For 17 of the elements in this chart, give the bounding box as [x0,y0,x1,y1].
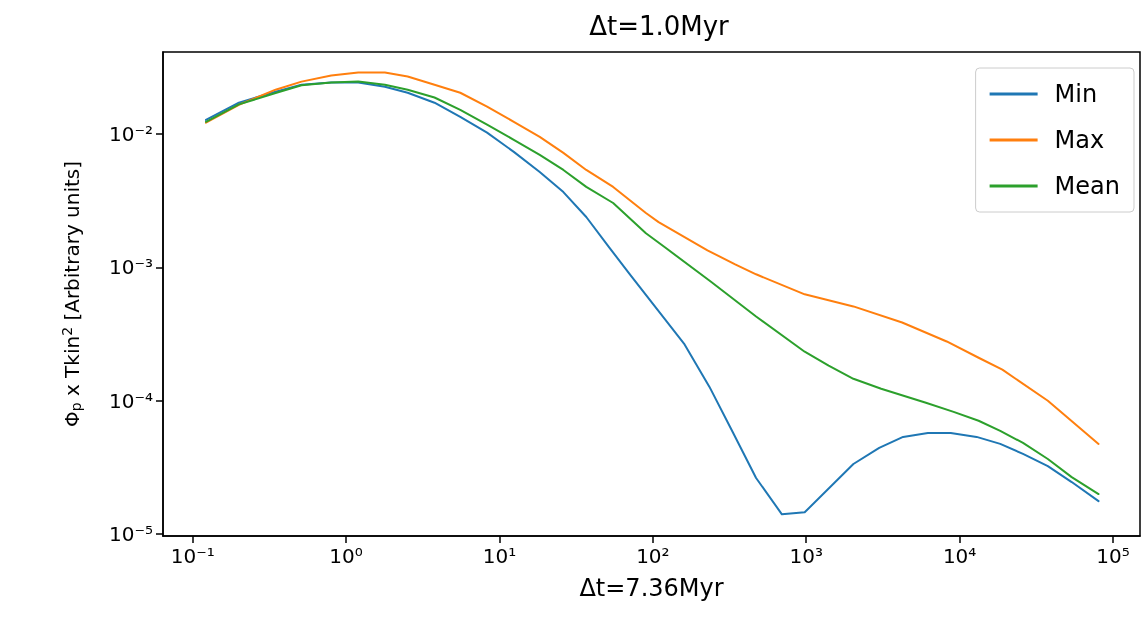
x-tick-label: 10⁵ [1096,544,1130,568]
y-tick-label: 10⁻⁵ [108,522,153,547]
x-tick-label: 10³ [789,544,823,568]
legend-label: Max [1054,126,1105,154]
y-tick-label: 10⁻⁴ [108,388,153,413]
x-tick-label: 10¹ [482,544,517,568]
y-tick-label: 10⁻³ [108,255,153,280]
x-tick-label: 10⁰ [329,544,363,568]
legend-label: Min [1054,80,1098,108]
x-tick-label: 10² [636,544,670,568]
x-tick-label: 10⁻¹ [170,544,215,568]
chart-title: Δt=1.0Myr [589,11,730,41]
legend-label: Mean [1054,172,1120,200]
x-axis-title: Δt=7.36Myr [579,574,724,602]
x-tick-label: 10⁴ [942,544,977,568]
y-axis-title: Φp x Tkin2 [Arbitrary units] [59,160,84,428]
y-tick-label: 10⁻² [108,121,153,146]
